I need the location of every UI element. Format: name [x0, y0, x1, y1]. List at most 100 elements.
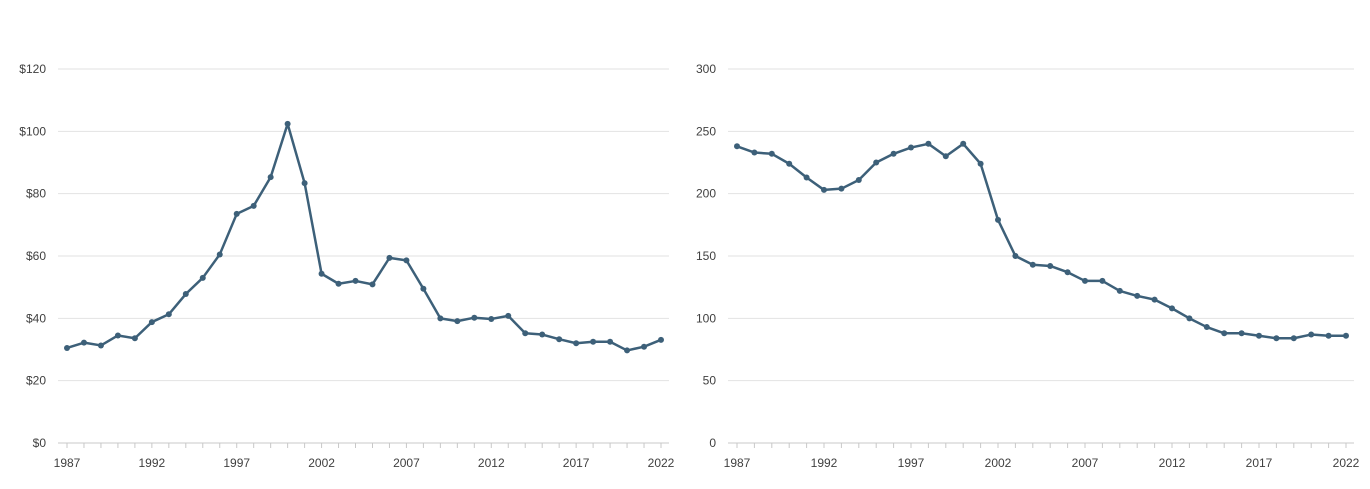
left-data-point	[522, 330, 529, 337]
left-x-tick-label: 2012	[478, 456, 505, 470]
left-data-point	[403, 257, 410, 264]
right-y-tick-label: 250	[696, 124, 716, 138]
left-data-point	[318, 270, 325, 277]
left-data-point	[590, 338, 597, 345]
left-y-tick-label: $40	[26, 311, 46, 325]
left-y-tick-label: $20	[26, 374, 46, 388]
left-data-point	[267, 174, 274, 181]
right-data-point	[925, 140, 932, 147]
left-x-tick-label: 1987	[54, 456, 81, 470]
left-data-point	[539, 331, 546, 338]
right-y-tick-label: 100	[696, 311, 716, 325]
left-chart: $0 $20 $40 $60 $80 $100 $120 1987 1992 1997 2002 20…	[0, 0, 685, 484]
right-data-point	[1273, 335, 1280, 342]
left-x-tick-label: 2022	[648, 456, 675, 470]
right-x-tick-label: 1997	[898, 456, 925, 470]
left-series-line	[66, 122, 662, 352]
right-data-point	[1029, 261, 1036, 268]
left-chart-svg: $0 $20 $40 $60 $80 $100 $120 1987 1992 1997 2002 20…	[19, 62, 675, 470]
right-data-point	[838, 185, 845, 192]
right-data-point	[1151, 296, 1158, 303]
right-x-tick-label: 2017	[1246, 456, 1273, 470]
right-data-point	[1099, 277, 1106, 284]
right-data-point	[1308, 331, 1315, 338]
left-x-tick-label: 1992	[139, 456, 166, 470]
right-x-tick-label: 2012	[1159, 456, 1186, 470]
right-data-point	[1203, 324, 1210, 331]
right-data-point	[1186, 315, 1193, 322]
right-x-tick-label: 1992	[811, 456, 838, 470]
left-x-tick-label: 2017	[563, 456, 590, 470]
right-data-point	[821, 186, 827, 193]
right-x-tick-label: 1987	[724, 456, 751, 470]
left-data-point	[64, 344, 70, 351]
right-series-line	[736, 142, 1346, 340]
right-data-point	[1343, 332, 1349, 339]
left-data-point	[216, 251, 223, 258]
left-data-point	[488, 315, 495, 322]
right-data-point	[751, 149, 758, 156]
right-data-point	[1082, 277, 1088, 284]
right-data-point	[1325, 332, 1332, 339]
left-data-point	[556, 336, 563, 343]
left-y-tick-label: $60	[26, 249, 46, 263]
right-y-tick-label: 200	[696, 187, 716, 201]
left-data-point	[284, 120, 291, 127]
right-data-point	[942, 153, 949, 160]
right-y-tick-label: 150	[696, 249, 716, 263]
right-data-point	[908, 144, 914, 151]
right-data-point	[873, 159, 880, 166]
right-data-point	[855, 176, 862, 183]
left-data-point	[114, 332, 121, 339]
left-data-point	[199, 274, 206, 281]
right-data-point	[768, 150, 775, 157]
right-y-tick-label: 50	[703, 374, 717, 388]
right-data-point	[803, 174, 810, 181]
left-data-point	[165, 311, 172, 318]
right-y-tick-label: 0	[709, 436, 716, 450]
left-data-point	[148, 319, 155, 326]
left-data-point	[233, 210, 240, 217]
right-x-tick-label: 2022	[1333, 456, 1360, 470]
right-chart-svg: 0 50 100 150 200 250 300 1987 1992 1997 2002 2007 20…	[696, 62, 1360, 470]
left-y-tick-label: $0	[33, 436, 47, 450]
left-data-point	[250, 202, 257, 209]
right-data-point	[786, 160, 793, 167]
left-data-point	[182, 291, 189, 298]
left-data-point	[641, 343, 648, 350]
right-data-point	[734, 143, 740, 150]
left-data-point	[437, 315, 444, 322]
right-data-point	[890, 150, 897, 157]
left-data-point	[97, 342, 104, 349]
left-y-tick-label: $80	[26, 187, 46, 201]
left-y-tick-label: $100	[19, 124, 46, 138]
left-data-point	[386, 254, 393, 261]
left-x-tick-label: 2007	[393, 456, 420, 470]
left-data-point	[131, 335, 138, 342]
right-data-point	[1256, 332, 1262, 339]
right-data-point	[1238, 330, 1245, 337]
right-data-point	[995, 216, 1001, 223]
right-data-point	[960, 140, 967, 147]
left-data-point	[607, 338, 614, 345]
left-data-point	[658, 336, 664, 343]
left-data-point	[352, 277, 359, 284]
right-data-point	[1221, 330, 1228, 337]
right-data-point	[1116, 287, 1123, 294]
left-data-point	[471, 314, 478, 321]
left-data-point	[454, 318, 461, 325]
left-data-point	[335, 280, 342, 287]
left-y-tick-label: $120	[19, 62, 46, 76]
left-data-point	[624, 347, 631, 354]
right-data-point	[1064, 269, 1071, 276]
left-data-point	[420, 285, 427, 292]
left-data-point	[301, 180, 308, 187]
right-x-tick-label: 2007	[1072, 456, 1099, 470]
right-data-point	[1012, 253, 1019, 259]
right-chart: 0 50 100 150 200 250 300 1987 1992 1997 2002 2007 20…	[685, 0, 1370, 484]
right-data-point	[1169, 305, 1175, 312]
right-y-tick-label: 300	[696, 62, 716, 76]
right-data-point	[1134, 292, 1141, 299]
left-data-point	[573, 340, 580, 347]
left-x-tick-label: 2002	[308, 456, 335, 470]
